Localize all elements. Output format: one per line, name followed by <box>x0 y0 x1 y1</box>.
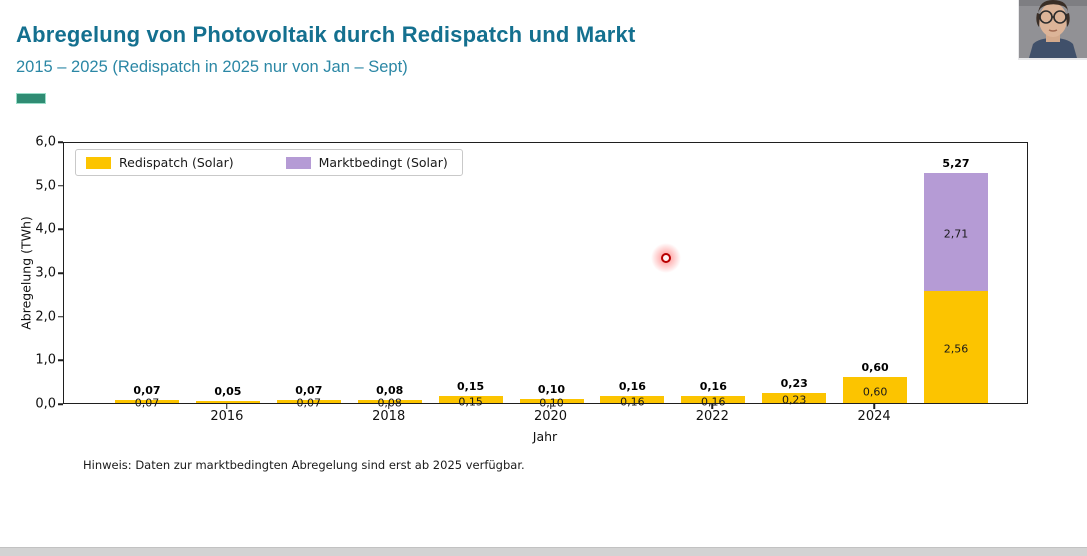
bar-total-label: 0,15 <box>457 380 485 394</box>
bar-segment-label: 0,16 <box>620 395 645 408</box>
bar-total-label: 0,16 <box>699 380 727 394</box>
y-tick-label: 6,0 <box>35 134 56 150</box>
y-tick-mark <box>58 403 63 405</box>
legend-item-redispatch: Redispatch (Solar) <box>86 155 234 170</box>
webcam-person-icon <box>1019 0 1087 58</box>
y-tick-mark <box>58 272 63 274</box>
bar-total-label: 0,23 <box>780 376 808 390</box>
x-tick-mark <box>387 404 390 409</box>
bar-total-label: 0,08 <box>376 383 404 397</box>
x-tick-label: 2024 <box>857 409 891 424</box>
bar-segment-label: 0,15 <box>458 395 483 409</box>
bar-segment-2018 <box>357 399 422 403</box>
accent-dash <box>16 93 46 104</box>
bar-total-label: 0,07 <box>133 383 161 397</box>
bar-total-label: 0,07 <box>295 383 323 397</box>
legend-label: Redispatch (Solar) <box>119 155 234 170</box>
webcam-thumbnail[interactable] <box>1018 0 1087 60</box>
bottom-strip <box>0 547 1087 556</box>
bar-segment-label: 0,10 <box>539 396 564 410</box>
x-tick-label: 2018 <box>372 409 406 424</box>
bar-segment-label: 2,56 <box>943 342 969 356</box>
bar-segment-label: 0,07 <box>134 396 160 410</box>
bar-segment-label: 0,08 <box>377 396 402 410</box>
bar-segment-2021 <box>600 396 665 403</box>
x-axis-title: Jahr <box>532 429 558 444</box>
bar-total-label: 0,05 <box>214 384 242 398</box>
x-tick-label: 2022 <box>695 409 729 424</box>
y-tick-label: 2,0 <box>35 309 56 325</box>
x-tick-label: 2020 <box>533 409 568 424</box>
x-tick-mark <box>549 404 552 409</box>
bar-segment-label: 0,16 <box>701 395 726 408</box>
bar-segment-2025 <box>924 172 988 292</box>
redispatch-swatch-icon <box>86 156 111 169</box>
bar-group: 0,07 0,07 0,05 0,07 0,07 0,08 0,08 0,15 0,15 0,10… <box>64 143 1027 410</box>
bar-segment-2023 <box>762 392 827 403</box>
bar-total-label: 0,60 <box>861 360 889 374</box>
page-subtitle: 2015 – 2025 (Redispatch in 2025 nur von … <box>16 58 408 76</box>
y-tick-mark <box>58 184 63 187</box>
bar-segment-2019 <box>438 396 503 403</box>
bar-segment-2016 <box>195 400 260 403</box>
y-tick-label: 1,0 <box>35 352 56 368</box>
page-title: Abregelung von Photovoltaik durch Redisp… <box>16 22 636 47</box>
bar-segment-label: 2,71 <box>943 227 969 241</box>
y-tick-mark <box>58 141 63 143</box>
y-tick-label: 0,0 <box>35 396 56 412</box>
bar-total-label: 5,27 <box>942 156 970 170</box>
bar-segment-2017 <box>276 399 341 403</box>
bar-segment-2025 <box>924 291 988 403</box>
y-tick-mark <box>58 359 63 362</box>
legend-item-marktbedingt: Marktbedingt (Solar) <box>285 155 448 170</box>
y-tick-mark <box>58 228 63 231</box>
bar-segment-2020 <box>519 398 584 403</box>
y-tick-label: 5,0 <box>35 178 56 194</box>
x-tick-mark <box>711 404 714 409</box>
x-tick-mark <box>873 404 875 409</box>
y-tick-label: 3,0 <box>35 265 56 281</box>
bar-segment-2024 <box>843 376 908 403</box>
bar-segment-2015 <box>115 399 179 403</box>
x-tick-mark <box>226 404 228 409</box>
bar-total-label: 0,16 <box>618 380 646 394</box>
y-tick-label: 4,0 <box>35 221 56 237</box>
chart-legend: Redispatch (Solar) Marktbedingt (Solar) <box>75 149 463 176</box>
footnote: Hinweis: Daten zur marktbedingten Abrege… <box>83 458 525 472</box>
bar-segment-label: 0,23 <box>781 393 807 407</box>
laser-dot <box>661 253 671 263</box>
bar-segment-label: 0,07 <box>296 396 322 410</box>
bar-total-label: 0,10 <box>537 382 566 396</box>
marktbedingt-swatch-icon <box>285 156 311 169</box>
bar-segment-label: 0,60 <box>862 385 888 399</box>
bar-segment-2022 <box>681 396 746 403</box>
x-tick-label: 2016 <box>210 409 244 424</box>
legend-label: Marktbedingt (Solar) <box>318 155 448 170</box>
plot-area: Redispatch (Solar) Marktbedingt (Solar) … <box>63 142 1028 410</box>
y-tick-mark <box>58 315 63 318</box>
